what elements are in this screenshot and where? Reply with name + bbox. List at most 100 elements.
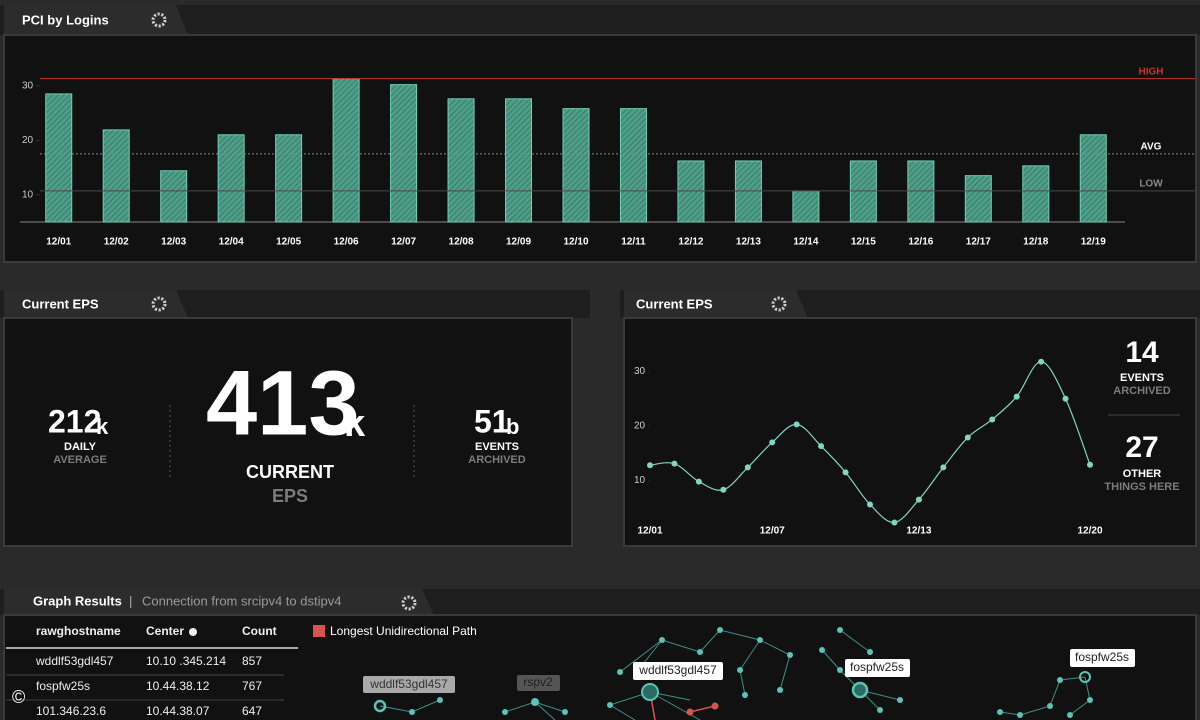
- x-tick-label: 12/05: [276, 237, 301, 248]
- panel: [3, 317, 573, 547]
- bar: [849, 160, 877, 223]
- node-label-box: [633, 662, 723, 680]
- point: [720, 486, 727, 493]
- legend-label: Longest Unidirectional Path: [330, 624, 477, 638]
- panel-tab: [624, 290, 808, 318]
- x-tick-label: 12/08: [449, 237, 474, 248]
- node-label[interactable]: wddlf53gdl457: [638, 663, 717, 677]
- x-tick-label: 12/06: [334, 237, 359, 248]
- bar: [677, 160, 705, 223]
- bar: [102, 129, 130, 223]
- panel-title: Graph Results: [33, 593, 122, 608]
- stat-unit: k: [96, 414, 109, 439]
- settings-icon[interactable]: [401, 595, 417, 611]
- x-tick-label: 12/14: [793, 237, 818, 248]
- bar: [1022, 165, 1050, 223]
- stat-sublabel: ARCHIVED: [468, 454, 526, 466]
- point: [1038, 358, 1045, 365]
- point: [842, 469, 849, 476]
- bar: [734, 160, 762, 223]
- graph-nodes: [373, 627, 1093, 718]
- settings-icon[interactable]: [151, 296, 167, 312]
- table-cell: 10.10 .345.214: [146, 654, 226, 668]
- table-cell: 857: [242, 654, 262, 668]
- bar: [907, 160, 935, 223]
- stat-label: DAILY: [64, 441, 97, 453]
- x-tick-label: 12/20: [1077, 526, 1102, 537]
- x-tick-label: 12/12: [678, 237, 703, 248]
- point: [671, 460, 678, 467]
- table-cell: 101.346.23.6: [36, 704, 106, 718]
- stat-label: EVENTS: [1120, 372, 1164, 384]
- node-label[interactable]: rspv2: [523, 675, 553, 689]
- point: [915, 496, 922, 503]
- x-tick-label: 12/17: [966, 237, 991, 248]
- stat-value: 14: [1125, 336, 1159, 369]
- x-tick-label: 12/02: [104, 237, 129, 248]
- main-sublabel: EPS: [272, 486, 308, 506]
- point: [1062, 395, 1069, 402]
- point: [1087, 461, 1093, 468]
- stat-value: 27: [1125, 431, 1158, 464]
- main-label: CURRENT: [246, 462, 334, 482]
- panel-title: Current EPS: [636, 296, 713, 311]
- main-value: 413: [206, 352, 360, 454]
- stat-label: EVENTS: [475, 441, 519, 453]
- bar: [390, 84, 418, 223]
- x-tick-label: 12/01: [46, 237, 71, 248]
- stat-value: 51: [474, 403, 510, 439]
- panel-title: PCI by Logins: [22, 12, 109, 27]
- point: [964, 434, 971, 441]
- stat-sublabel: AVERAGE: [53, 454, 107, 466]
- table-cell: wddlf53gdl457: [35, 654, 114, 668]
- point: [940, 464, 947, 471]
- x-tick-label: 12/09: [506, 237, 531, 248]
- x-tick-label: 12/11: [621, 237, 646, 248]
- panel: [3, 34, 1197, 263]
- watermark: ©: [12, 687, 25, 707]
- bar: [160, 170, 188, 223]
- panel-title: Current EPS: [22, 296, 99, 311]
- node-label[interactable]: fospfw25s: [850, 660, 904, 674]
- x-tick-label: 12/16: [908, 237, 933, 248]
- point: [867, 501, 873, 508]
- panel-header: [0, 5, 1200, 35]
- node-label-box: [517, 675, 560, 691]
- bar: [964, 175, 992, 223]
- reference-label: HIGH: [1139, 66, 1164, 77]
- x-tick-label: 12/07: [760, 526, 785, 537]
- node-label[interactable]: fospfw25s: [1075, 650, 1129, 664]
- x-tick-label: 12/01: [637, 526, 662, 537]
- panel-tab: [4, 589, 434, 615]
- x-tick-label: 12/13: [906, 526, 931, 537]
- bar: [217, 134, 245, 223]
- point: [989, 416, 996, 423]
- column-header: Center: [146, 624, 184, 638]
- settings-icon[interactable]: [151, 12, 167, 28]
- y-tick-label: 30: [634, 366, 646, 377]
- y-tick-label: 20: [22, 135, 34, 146]
- point: [818, 443, 825, 450]
- x-tick-label: 12/04: [219, 237, 244, 248]
- column-header: rawghostname: [36, 624, 121, 638]
- info-icon[interactable]: [189, 628, 197, 636]
- bar: [275, 134, 303, 223]
- bar: [1079, 134, 1107, 223]
- table-cell: 647: [242, 704, 262, 718]
- panel: [3, 614, 1197, 720]
- bar: [619, 108, 647, 223]
- bar: [332, 78, 360, 223]
- point: [695, 478, 702, 485]
- node-label[interactable]: wddlf53gdl457: [369, 677, 448, 691]
- stat-sublabel: ARCHIVED: [1113, 385, 1171, 397]
- bar: [447, 98, 475, 223]
- settings-icon[interactable]: [771, 296, 787, 312]
- bar: [562, 108, 590, 223]
- reference-label: LOW: [1139, 179, 1163, 190]
- y-tick-label: 20: [634, 421, 646, 432]
- x-tick-label: 12/07: [391, 237, 416, 248]
- x-tick-label: 12/19: [1081, 237, 1106, 248]
- x-tick-label: 12/10: [563, 237, 588, 248]
- point: [1013, 393, 1020, 400]
- bar: [505, 98, 533, 223]
